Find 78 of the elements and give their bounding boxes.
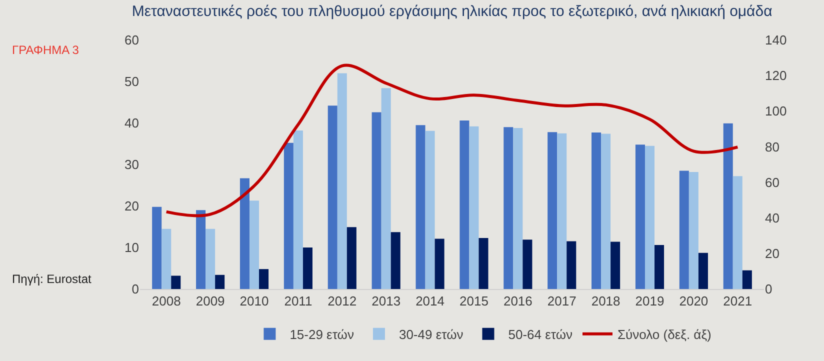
legend-label: 50-64 ετών <box>508 326 572 342</box>
y2-tick-label: 140 <box>765 32 787 48</box>
y2-tick-label: 0 <box>765 282 772 297</box>
bar <box>293 130 303 289</box>
bar <box>302 248 312 289</box>
bar <box>644 146 655 289</box>
bar <box>416 125 426 289</box>
bar <box>592 132 602 289</box>
bar <box>522 240 532 289</box>
x-tick-label: 2011 <box>284 294 312 309</box>
y-tick-label: 30 <box>124 157 139 172</box>
x-tick-label: 2020 <box>679 294 708 309</box>
bar <box>152 206 162 289</box>
x-tick-label: 2008 <box>152 294 181 309</box>
bar <box>196 210 206 289</box>
y2-tick-label: 60 <box>765 174 780 190</box>
y2-tick-label: 40 <box>765 210 780 226</box>
bar <box>425 130 435 289</box>
text: Πηγή: Eurostat <box>12 272 92 286</box>
y-tick-label: 20 <box>124 198 139 214</box>
bar <box>566 241 576 289</box>
x-tick-label: 2018 <box>591 294 620 309</box>
bar <box>478 238 488 289</box>
x-tick-label: 2009 <box>196 294 225 309</box>
y-tick-label: 40 <box>124 116 139 131</box>
bar <box>610 242 620 289</box>
bar <box>372 112 382 289</box>
bar <box>240 178 250 289</box>
bar <box>171 276 181 289</box>
legend-label: 30-49 ετών <box>398 326 464 342</box>
bar <box>654 245 664 289</box>
x-tick-label: 2021 <box>723 294 752 309</box>
bar <box>206 228 216 289</box>
text: ΓΡΑΦΗΜΑ 3 <box>12 43 80 57</box>
y2-tick-label: 80 <box>765 139 780 154</box>
bar <box>635 144 645 289</box>
bar <box>698 252 708 289</box>
y-tick-label: 60 <box>124 32 139 48</box>
bar <box>504 127 514 289</box>
y2-tick-label: 100 <box>765 104 787 119</box>
bar <box>390 232 400 289</box>
bar <box>548 132 558 289</box>
y-tick-label: 50 <box>124 74 139 90</box>
y2-tick-label: 120 <box>765 68 787 84</box>
bar <box>346 227 356 289</box>
bar <box>732 176 742 289</box>
legend-label: Σύνολο (δεξ. άξ) <box>617 326 712 342</box>
bar <box>601 134 611 289</box>
y2-tick-label: 20 <box>765 246 780 261</box>
x-tick-label: 2012 <box>328 294 357 309</box>
x-tick-label: 2013 <box>372 294 401 309</box>
x-tick-label: 2019 <box>635 294 664 309</box>
bar <box>513 128 523 289</box>
y-tick-label: 0 <box>132 282 139 297</box>
bar <box>162 228 172 289</box>
x-tick-label: 2015 <box>460 294 488 309</box>
chart-title: Μεταναστευτικές ροές του πληθυσμού εργάσιμης ηλικίας προς το εξωτερικό, ανά ηλικιακή ομάδα <box>132 2 773 20</box>
bar <box>469 126 479 289</box>
bar <box>249 200 260 289</box>
legend-label: 15-29 ετών <box>290 326 354 342</box>
x-tick-label: 2016 <box>503 294 532 309</box>
bar <box>557 133 567 289</box>
bar <box>434 238 444 289</box>
bar <box>328 106 338 289</box>
bar <box>679 170 689 289</box>
bar <box>688 172 698 289</box>
x-tick-label: 2014 <box>416 294 444 309</box>
x-tick-label: 2010 <box>240 294 269 309</box>
bar <box>284 142 294 289</box>
bar <box>259 269 269 289</box>
bar <box>381 88 391 289</box>
bar <box>742 270 752 289</box>
y-tick-label: 10 <box>124 240 139 256</box>
bar <box>215 274 225 289</box>
bar <box>460 120 470 289</box>
bar <box>723 123 733 289</box>
x-tick-label: 2017 <box>547 294 576 309</box>
bar <box>337 73 347 289</box>
